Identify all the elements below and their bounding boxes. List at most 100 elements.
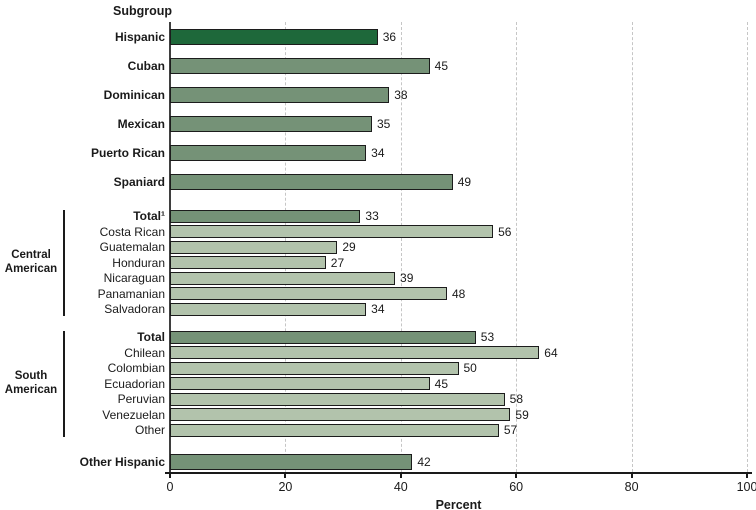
bar-row: Other Hispanic 42 bbox=[0, 451, 747, 473]
bar-category-label: Honduran bbox=[112, 255, 165, 270]
bar-value-label: 45 bbox=[434, 376, 448, 391]
plot-area: Hispanic 36 Cuban 45 Dominican 38 Mexican 35 Pue… bbox=[0, 22, 756, 510]
gridline-80 bbox=[631, 22, 633, 472]
bar-value-label: 64 bbox=[544, 345, 558, 360]
bar bbox=[170, 271, 396, 285]
bar-row: Honduran 27 bbox=[0, 255, 747, 271]
bar-category-label: Nicaraguan bbox=[103, 271, 165, 286]
bar-row: Panamanian 48 bbox=[0, 286, 747, 302]
bar-zone: 58 bbox=[170, 392, 747, 406]
group-section: Central American Total¹ 33 Costa Rican 56 Gua… bbox=[0, 209, 747, 318]
bar-category-label: Other Hispanic bbox=[79, 454, 165, 469]
bar-row: Spaniard 49 bbox=[0, 167, 747, 196]
x-axis-line bbox=[165, 472, 752, 474]
bar-category-label: Total bbox=[137, 330, 165, 345]
bar-zone: 59 bbox=[170, 408, 747, 422]
bar-category-label: Puerto Rican bbox=[90, 145, 165, 160]
bar bbox=[170, 240, 338, 254]
y-axis-title: Subgroup bbox=[112, 4, 172, 18]
bar-category-label: Spaniard bbox=[113, 174, 165, 189]
bar bbox=[170, 330, 476, 344]
bar-category-label: Cuban bbox=[127, 58, 165, 73]
tick-label-80: 80 bbox=[624, 480, 639, 494]
bar bbox=[170, 287, 447, 301]
bar-value-label: 45 bbox=[434, 58, 448, 73]
gridline-40 bbox=[400, 22, 402, 472]
bar-zone: 45 bbox=[170, 57, 747, 74]
group-label: Central American bbox=[4, 248, 58, 275]
bar-category-label: Costa Rican bbox=[99, 224, 165, 239]
bar-zone: 33 bbox=[170, 209, 747, 223]
bar-value-label: 34 bbox=[371, 302, 385, 317]
bar-zone: 48 bbox=[170, 287, 747, 301]
tick-mark-0 bbox=[169, 474, 171, 478]
bar-value-label: 39 bbox=[400, 271, 414, 286]
tick-mark-80 bbox=[630, 474, 633, 478]
bar bbox=[170, 423, 499, 437]
gridline-100 bbox=[747, 22, 748, 472]
bar-row: Ecuadorian 45 bbox=[0, 376, 747, 392]
bar-zone: 64 bbox=[170, 346, 747, 360]
bar-value-label: 56 bbox=[498, 224, 512, 239]
bar bbox=[170, 28, 378, 45]
bar-value-label: 35 bbox=[376, 116, 391, 131]
bar-row: Total 53 bbox=[0, 330, 747, 346]
bar-zone: 42 bbox=[170, 453, 747, 470]
bar-zone: 56 bbox=[170, 225, 747, 239]
bar-value-label: 59 bbox=[515, 407, 529, 422]
bar bbox=[170, 57, 430, 74]
bar-zone: 34 bbox=[170, 302, 747, 316]
bar-row: Dominican 38 bbox=[0, 80, 747, 109]
bar-category-label: Guatemalan bbox=[99, 240, 165, 255]
bar bbox=[170, 115, 372, 132]
bar-row: Guatemalan 29 bbox=[0, 240, 747, 256]
bar-category-label: Colombian bbox=[107, 361, 165, 376]
tick-mark-20 bbox=[284, 474, 287, 478]
bar bbox=[170, 256, 326, 270]
bar-row: Salvadoran 34 bbox=[0, 302, 747, 318]
bar-value-label: 36 bbox=[382, 29, 397, 44]
bar bbox=[170, 392, 505, 406]
bar-category-label: Salvadoran bbox=[104, 302, 165, 317]
bar-zone: 35 bbox=[170, 115, 747, 132]
bar-zone: 39 bbox=[170, 271, 747, 285]
bar-rows: Hispanic 36 Cuban 45 Dominican 38 Mexican 35 Pue… bbox=[0, 22, 747, 473]
bar-category-label: Ecuadorian bbox=[104, 376, 165, 391]
tick-label-40: 40 bbox=[393, 480, 408, 494]
bar-category-label: Hispanic bbox=[114, 29, 165, 44]
bar-value-label: 49 bbox=[457, 174, 472, 189]
bar bbox=[170, 346, 540, 360]
bar-value-label: 33 bbox=[365, 209, 379, 224]
bar-row: Hispanic 36 bbox=[0, 22, 747, 51]
bar-category-label: Mexican bbox=[117, 116, 165, 131]
bar-row: Nicaraguan 39 bbox=[0, 271, 747, 287]
bar-zone: 36 bbox=[170, 28, 747, 45]
bar-category-label: Peruvian bbox=[117, 392, 165, 407]
bar-value-label: 50 bbox=[463, 361, 477, 376]
bar-value-label: 34 bbox=[371, 145, 385, 160]
bar-category-label: Venezuelan bbox=[102, 407, 165, 422]
tick-label-20: 20 bbox=[278, 480, 293, 494]
bar bbox=[170, 225, 494, 239]
bar bbox=[170, 408, 511, 422]
tick-mark-40 bbox=[399, 474, 402, 478]
group-section: South American Total 53 Chilean 64 Colombian 5… bbox=[0, 330, 747, 439]
bar-row: Chilean 64 bbox=[0, 345, 747, 361]
bar-row: Cuban 45 bbox=[0, 51, 747, 80]
bar-value-label: 27 bbox=[330, 255, 345, 270]
bar-row: Puerto Rican 34 bbox=[0, 138, 747, 167]
tick-label-0: 0 bbox=[166, 480, 174, 494]
bar-value-label: 48 bbox=[451, 286, 466, 301]
bar-row: Colombian 50 bbox=[0, 361, 747, 377]
bar-zone: 45 bbox=[170, 377, 747, 391]
bar bbox=[170, 209, 361, 223]
bar-zone: 27 bbox=[170, 256, 747, 270]
bar-category-label: Chilean bbox=[124, 345, 165, 360]
bar-value-label: 42 bbox=[417, 454, 431, 469]
bar bbox=[170, 86, 390, 103]
group-section: Hispanic 36 Cuban 45 Dominican 38 Mexican 35 Pue… bbox=[0, 22, 747, 196]
group-label: South American bbox=[4, 369, 58, 396]
bar bbox=[170, 173, 453, 190]
bar-row: Mexican 35 bbox=[0, 109, 747, 138]
group-bracket-line bbox=[63, 330, 65, 437]
